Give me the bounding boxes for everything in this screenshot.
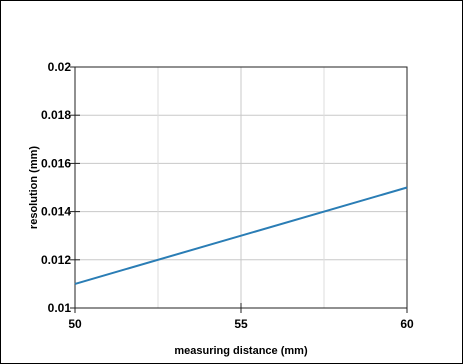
series-line	[74, 186, 408, 285]
y-tick-label: 0.02	[48, 60, 72, 74]
y-tick-label: 0.01	[48, 301, 72, 315]
x-tick-label: 60	[400, 317, 414, 331]
series-group	[74, 186, 408, 285]
x-axis-label: measuring distance (mm)	[174, 345, 308, 357]
x-tick-label: 50	[68, 317, 82, 331]
x-tick-label: 55	[234, 317, 248, 331]
y-tick-label: 0.016	[41, 156, 71, 170]
grid-lines	[75, 67, 407, 308]
tick-labels: 0.01 0.012 0.014 0.016 0.018 0.02 50 55 60	[41, 60, 414, 331]
axis-ticks	[70, 66, 408, 313]
y-axis-label: resolution (mm)	[28, 146, 40, 229]
y-tick-label: 0.018	[41, 108, 71, 122]
y-tick-label: 0.014	[41, 205, 71, 219]
y-tick-label: 0.012	[41, 253, 71, 267]
